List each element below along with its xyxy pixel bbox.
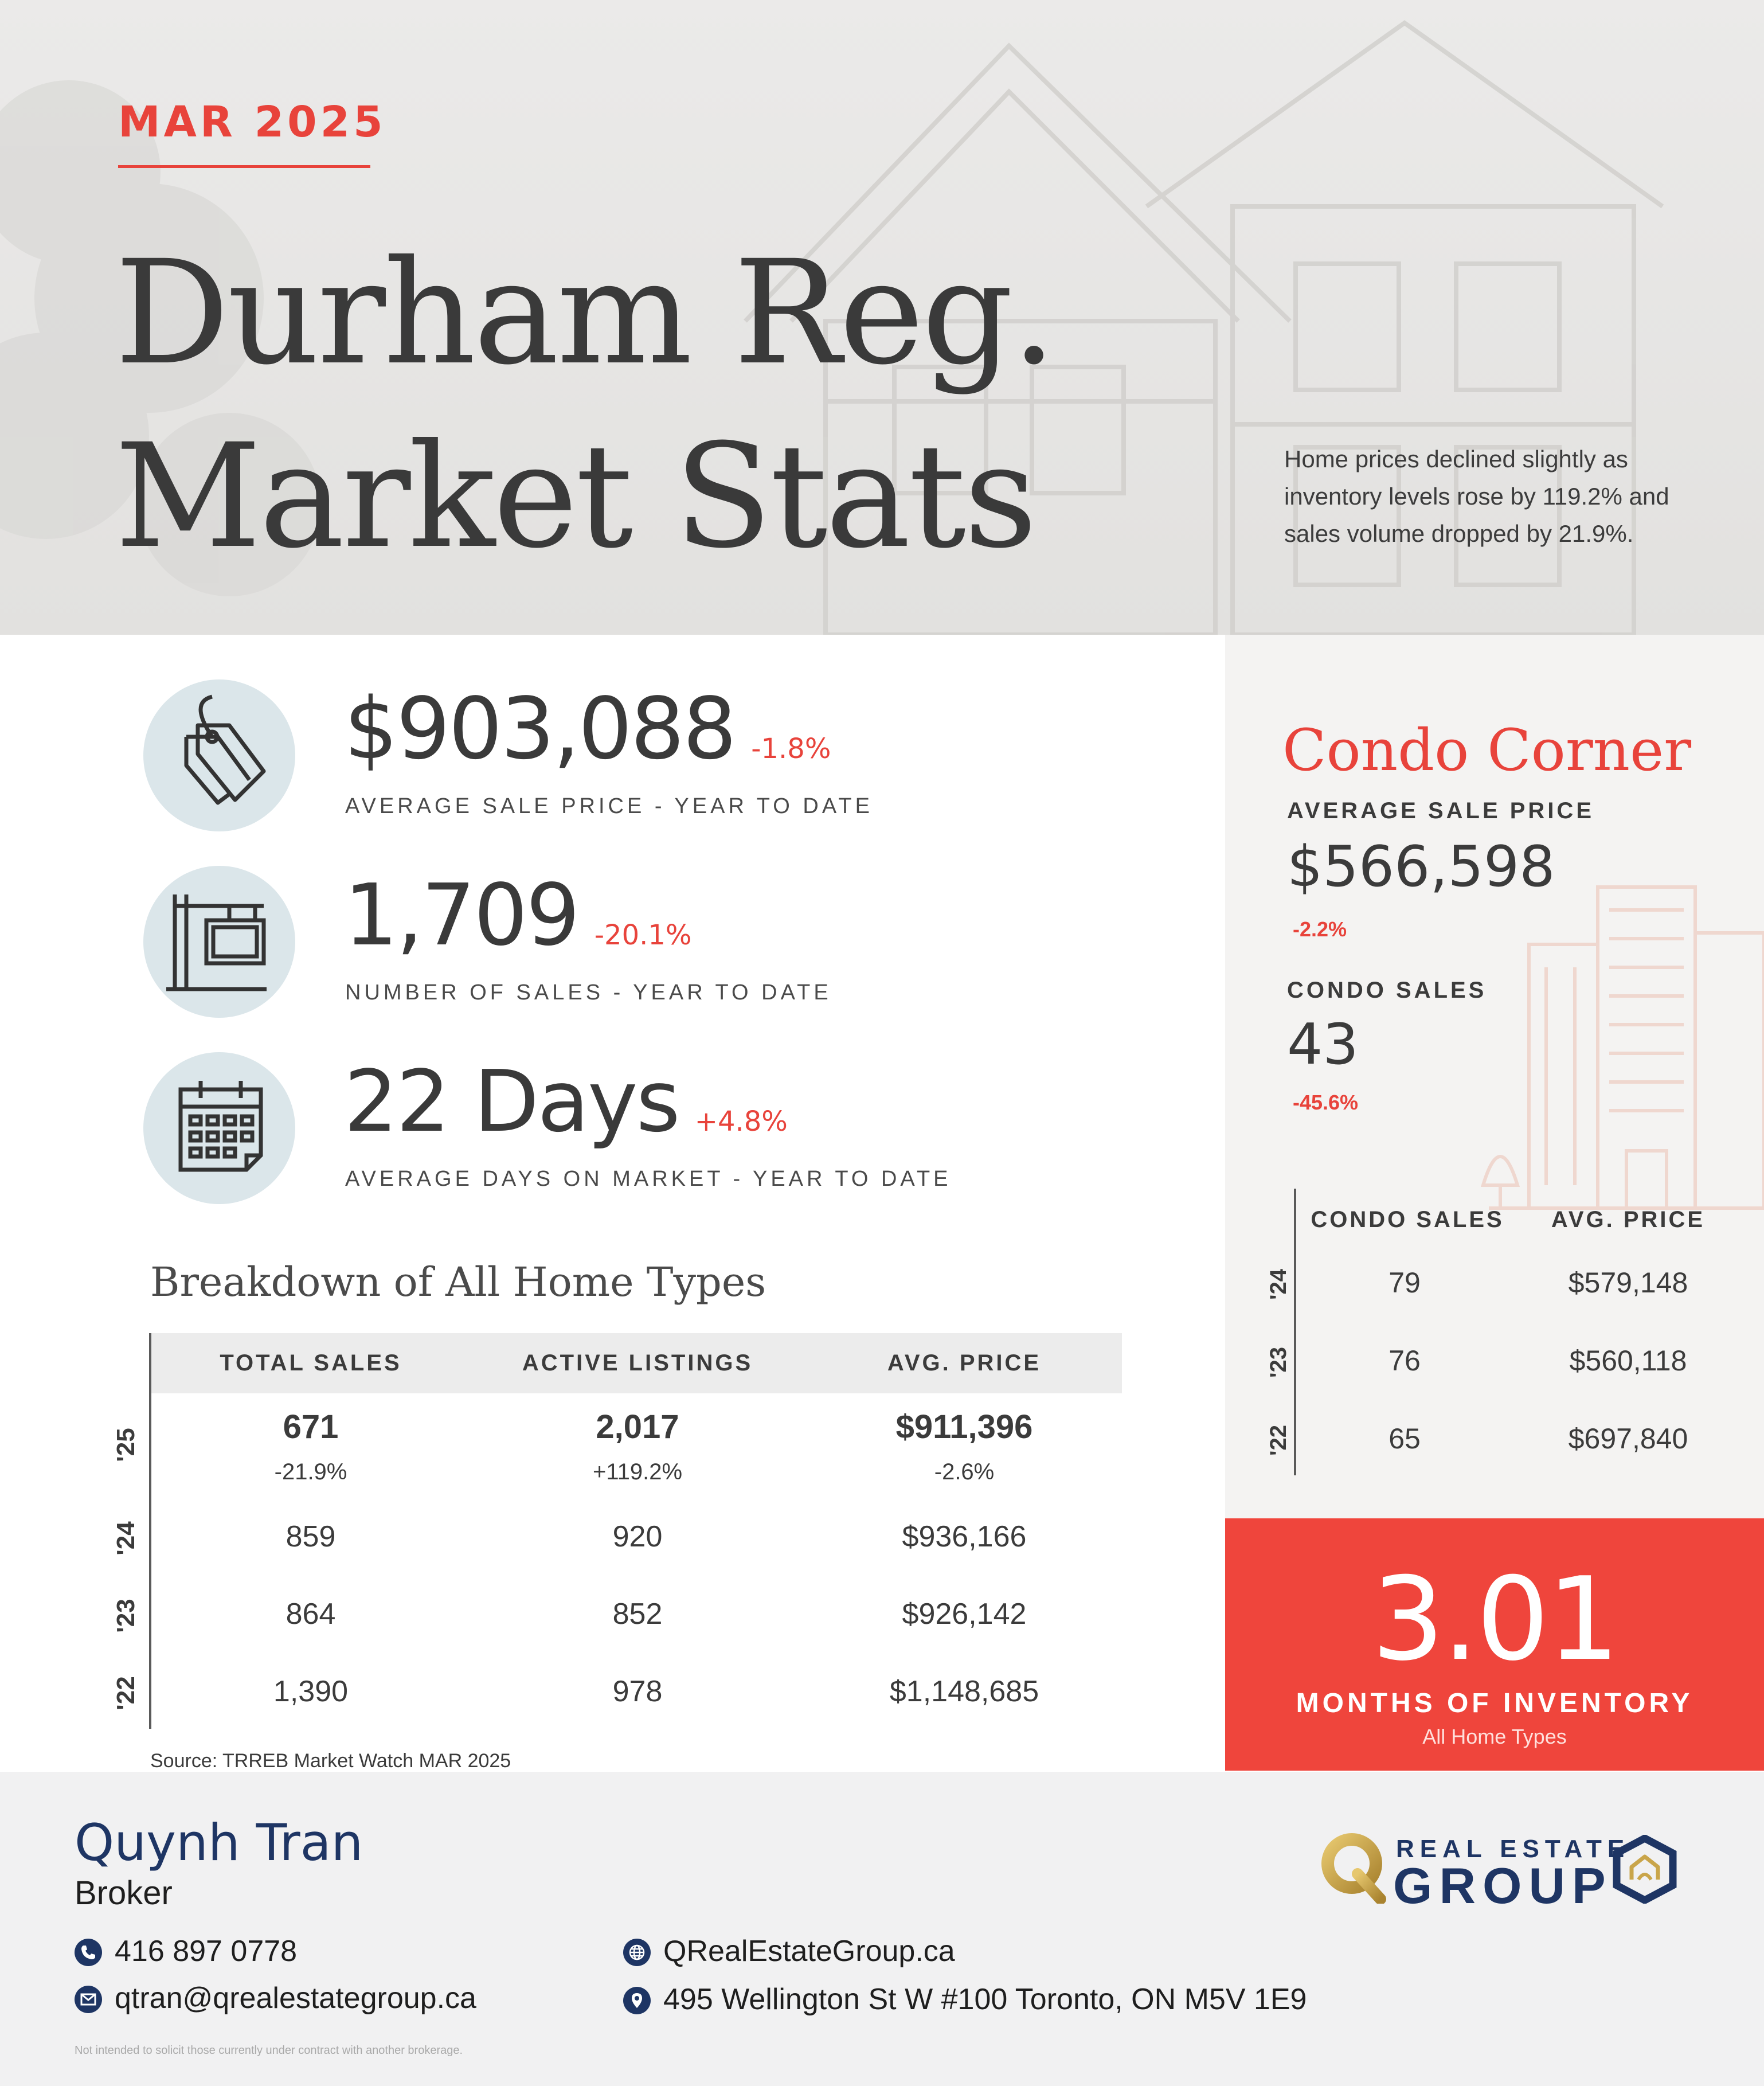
condo-sales-change: -45.6% <box>1293 1091 1359 1114</box>
condo-sales-label: CONDO SALES <box>1287 978 1487 1003</box>
house-hexagon-logo-icon <box>1613 1835 1677 1904</box>
condo-corner-title: Condo Corner <box>1282 717 1692 784</box>
condo-avg-price-cell: $697,840 <box>1568 1423 1688 1455</box>
website-link[interactable]: QRealEstateGroup.ca <box>663 1935 955 1968</box>
brand-logo-line2: GROUP <box>1393 1857 1613 1914</box>
avg-price-cell: $911,396 <box>895 1408 1033 1446</box>
months-of-inventory-sublabel: All Home Types <box>1422 1725 1567 1748</box>
condo-corner-panel <box>1225 635 1764 1518</box>
column-header: TOTAL SALES <box>220 1350 402 1376</box>
market-summary: Home prices declined slightly as invento… <box>1284 446 1669 547</box>
data-source-note: Source: TRREB Market Watch MAR 2025 <box>150 1750 511 1772</box>
months-of-inventory-value: 3.01 <box>1371 1553 1620 1686</box>
active-listings-cell: 920 <box>612 1520 663 1553</box>
condo-avg-price-value: $566,598 <box>1287 834 1555 900</box>
stat-value: $903,088 -1.8% <box>344 679 831 778</box>
office-address: 495 Wellington St W #100 Toronto, ON M5V… <box>663 1983 1307 2016</box>
stat-change: +4.8% <box>694 1105 788 1138</box>
months-of-inventory-label: MONTHS OF INVENTORY <box>1296 1688 1693 1718</box>
report-month: MAR 2025 <box>118 97 386 147</box>
phone-icon <box>75 1939 102 1966</box>
table-divider <box>149 1333 151 1729</box>
active-listings-cell: 852 <box>612 1597 663 1631</box>
stat-change: -20.1% <box>594 919 692 951</box>
condo-table-divider <box>1294 1189 1296 1475</box>
avg-price-change: -2.6% <box>934 1459 995 1485</box>
house-background-illustration <box>0 20 1664 635</box>
condo-avg-price-cell: $560,118 <box>1569 1345 1687 1377</box>
condo-sales-cell: 76 <box>1388 1345 1421 1377</box>
column-header: AVG. PRICE <box>887 1350 1042 1376</box>
total-sales-change: -21.9% <box>274 1459 347 1485</box>
total-sales-cell: 671 <box>283 1408 339 1446</box>
active-listings-cell: 978 <box>612 1675 663 1708</box>
condo-column-header: AVG. PRICE <box>1551 1207 1706 1232</box>
condo-row-year: '24 <box>1266 1269 1291 1300</box>
stat-value: 22 Days +4.8% <box>344 1052 788 1151</box>
active-listings-change: +119.2% <box>592 1459 683 1485</box>
page-title-line1: Durham Reg. <box>115 229 1057 396</box>
stat-label: NUMBER OF SALES - YEAR TO DATE <box>345 981 832 1005</box>
location-pin-icon <box>623 1987 651 2014</box>
brand-q-logo-icon <box>1321 1833 1386 1904</box>
month-underline <box>118 165 370 168</box>
avg-price-cell: $926,142 <box>902 1597 1027 1631</box>
stat-number-of-sales: 1,709 -20.1% NUMBER OF SALES - YEAR TO DA… <box>143 866 1175 1021</box>
condo-row-year: '23 <box>1266 1347 1291 1378</box>
avg-price-cell: $1,148,685 <box>889 1675 1039 1708</box>
condo-sales-cell: 79 <box>1388 1267 1421 1299</box>
condo-sales-value: 43 <box>1287 1012 1359 1077</box>
price-tag-icon <box>143 679 295 831</box>
column-header: ACTIVE LISTINGS <box>522 1350 753 1376</box>
stat-label: AVERAGE SALE PRICE - YEAR TO DATE <box>345 794 873 818</box>
row-year: '22 <box>112 1676 140 1710</box>
condo-column-header: CONDO SALES <box>1311 1207 1504 1232</box>
months-of-inventory-box: 3.01 MONTHS OF INVENTORY All Home Types <box>1225 1518 1764 1771</box>
phone-link[interactable]: 416 897 0778 <box>115 1935 298 1968</box>
condo-avg-price-label: AVERAGE SALE PRICE <box>1287 798 1594 823</box>
total-sales-cell: 864 <box>285 1597 336 1631</box>
total-sales-cell: 1,390 <box>273 1675 349 1708</box>
row-year: '24 <box>112 1521 140 1556</box>
row-year: '23 <box>112 1599 140 1633</box>
disclaimer-note: Not intended to solicit those currently … <box>75 2044 463 2057</box>
agent-title: Broker <box>75 1874 173 1912</box>
hero-banner: MAR 2025 Durham Reg. Market Stats Home p… <box>0 0 1764 635</box>
calendar-icon <box>143 1052 295 1204</box>
total-sales-cell: 859 <box>285 1520 336 1553</box>
stat-label: AVERAGE DAYS ON MARKET - YEAR TO DATE <box>345 1167 952 1191</box>
stat-value: 1,709 -20.1% <box>344 866 692 964</box>
active-listings-cell: 2,017 <box>596 1408 679 1446</box>
agent-name: Quynh Tran <box>75 1813 363 1872</box>
email-link[interactable]: qtran@qrealestategroup.ca <box>115 1982 476 2015</box>
globe-icon <box>623 1939 651 1966</box>
row-year: '25 <box>112 1428 140 1462</box>
stat-days-on-market: 22 Days +4.8% AVERAGE DAYS ON MARKET - YE… <box>143 1052 1175 1207</box>
buildings-illustration <box>1480 885 1764 1210</box>
for-sale-sign-icon <box>143 866 295 1018</box>
breakdown-table-header: TOTAL SALES ACTIVE LISTINGS AVG. PRICE <box>150 1333 1122 1393</box>
condo-row-year: '22 <box>1266 1425 1291 1456</box>
page-title-line2: Market Stats <box>115 413 1037 580</box>
brand-logo-line1: REAL ESTATE <box>1396 1835 1630 1863</box>
stat-change: -1.8% <box>751 733 831 765</box>
condo-sales-cell: 65 <box>1388 1423 1421 1455</box>
condo-avg-price-change: -2.2% <box>1293 917 1347 941</box>
footer <box>0 1772 1764 2086</box>
condo-avg-price-cell: $579,148 <box>1568 1267 1688 1299</box>
email-icon <box>75 1986 102 2013</box>
breakdown-title: Breakdown of All Home Types <box>150 1259 766 1306</box>
avg-price-cell: $936,166 <box>902 1520 1027 1553</box>
stat-average-sale-price: $903,088 -1.8% AVERAGE SALE PRICE - YEAR … <box>143 679 1175 834</box>
